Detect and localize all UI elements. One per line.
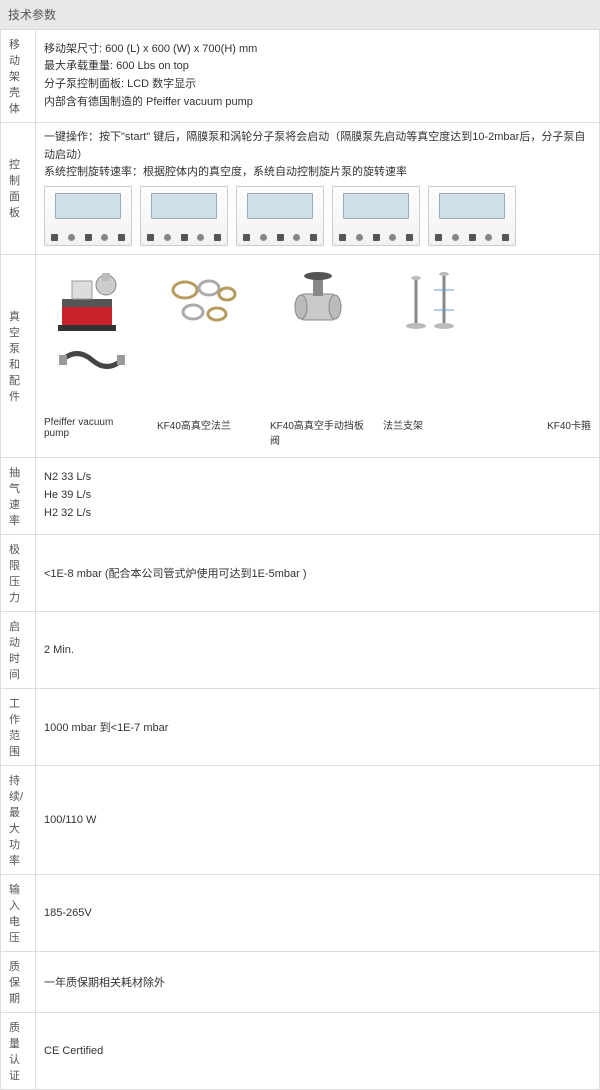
spec-line: 一键操作：按下"start" 键后，隔膜泵和涡轮分子泵将会启动（隔膜泵先启动等真… — [44, 129, 591, 164]
spec-line: He 39 L/s — [44, 487, 591, 505]
table-row: 质保期一年质保期相关耗材除外 — [1, 951, 600, 1012]
control-panel-icon — [236, 186, 324, 246]
table-row: 工作范围1000 mbar 到<1E-7 mbar — [1, 688, 600, 765]
row-value: 移动架尺寸: 600 (L) x 600 (W) x 700(H) mm 最大承… — [36, 30, 600, 123]
flange-icon — [160, 267, 250, 337]
table-row: 抽气速率 N2 33 L/s He 39 L/s H2 32 L/s — [1, 457, 600, 534]
row-value: N2 33 L/s He 39 L/s H2 32 L/s — [36, 457, 600, 534]
table-row: 输入电压185-265V — [1, 874, 600, 951]
row-value: 一键操作：按下"start" 键后，隔膜泵和涡轮分子泵将会启动（隔膜泵先启动等真… — [36, 123, 600, 255]
spec-line: H2 32 L/s — [44, 505, 591, 523]
control-panel-icon — [428, 186, 516, 246]
row-label: 持续/最大功率 — [1, 765, 36, 874]
row-value: 185-265V — [36, 874, 600, 951]
control-panel-icon — [332, 186, 420, 246]
row-value: 一年质保期相关耗材除外 — [36, 951, 600, 1012]
row-value: <1E-8 mbar (配合本公司管式炉使用可达到1E-5mbar ) — [36, 534, 600, 611]
spec-table: 移动架壳体 移动架尺寸: 600 (L) x 600 (W) x 700(H) … — [0, 29, 600, 1090]
product-item — [157, 267, 252, 337]
spec-line: 移动架尺寸: 600 (L) x 600 (W) x 700(H) mm — [44, 41, 591, 59]
table-row: 极限压力<1E-8 mbar (配合本公司管式炉使用可达到1E-5mbar ) — [1, 534, 600, 611]
control-panel-images — [44, 182, 591, 248]
stand-icon — [386, 267, 476, 337]
spec-line: 系统控制旋转速率：根据腔体内的真空度，系统自动控制旋片泵的旋转速率 — [44, 164, 591, 182]
spec-line: 分子泵控制面板: LCD 数字显示 — [44, 76, 591, 94]
row-label: 真空泵和配件 — [1, 254, 36, 457]
valve-icon — [273, 267, 363, 337]
product-caption: Pfeiffer vacuum pump — [44, 417, 139, 447]
table-row: 控制面板 一键操作：按下"start" 键后，隔膜泵和涡轮分子泵将会启动（隔膜泵… — [1, 123, 600, 255]
row-label: 控制面板 — [1, 123, 36, 255]
table-row: 持续/最大功率100/110 W — [1, 765, 600, 874]
row-value: Pfeiffer vacuum pump KF40高真空法兰 KF40高真空手动… — [36, 254, 600, 457]
row-label: 质量认证 — [1, 1012, 36, 1089]
product-item — [44, 267, 139, 377]
product-item — [383, 267, 478, 337]
product-caption: KF40高真空手动挡板阀 — [270, 417, 365, 447]
control-panel-icon — [140, 186, 228, 246]
product-caption: 法兰支架 — [383, 417, 478, 447]
product-gallery — [44, 261, 591, 377]
hose-icon — [52, 343, 132, 377]
row-label: 极限压力 — [1, 534, 36, 611]
spec-line: 内部含有德国制造的 Pfeiffer vacuum pump — [44, 94, 591, 112]
row-value: CE Certified — [36, 1012, 600, 1089]
row-label: 移动架壳体 — [1, 30, 36, 123]
control-panel-icon — [44, 186, 132, 246]
pump-icon — [47, 267, 137, 337]
section-header: 技术参数 — [0, 0, 600, 29]
row-label: 抽气速率 — [1, 457, 36, 534]
product-item — [270, 267, 365, 337]
product-captions: Pfeiffer vacuum pump KF40高真空法兰 KF40高真空手动… — [44, 417, 591, 447]
table-row: 移动架壳体 移动架尺寸: 600 (L) x 600 (W) x 700(H) … — [1, 30, 600, 123]
row-value: 100/110 W — [36, 765, 600, 874]
spec-line: 最大承载重量: 600 Lbs on top — [44, 58, 591, 76]
product-caption: KF40高真空法兰 — [157, 417, 252, 447]
product-caption: KF40卡箍 — [496, 417, 591, 447]
table-row: 真空泵和配件 — [1, 254, 600, 457]
row-value: 1000 mbar 到<1E-7 mbar — [36, 688, 600, 765]
table-row: 质量认证CE Certified — [1, 1012, 600, 1089]
row-label: 质保期 — [1, 951, 36, 1012]
row-label: 输入电压 — [1, 874, 36, 951]
row-label: 工作范围 — [1, 688, 36, 765]
spec-line: N2 33 L/s — [44, 469, 591, 487]
